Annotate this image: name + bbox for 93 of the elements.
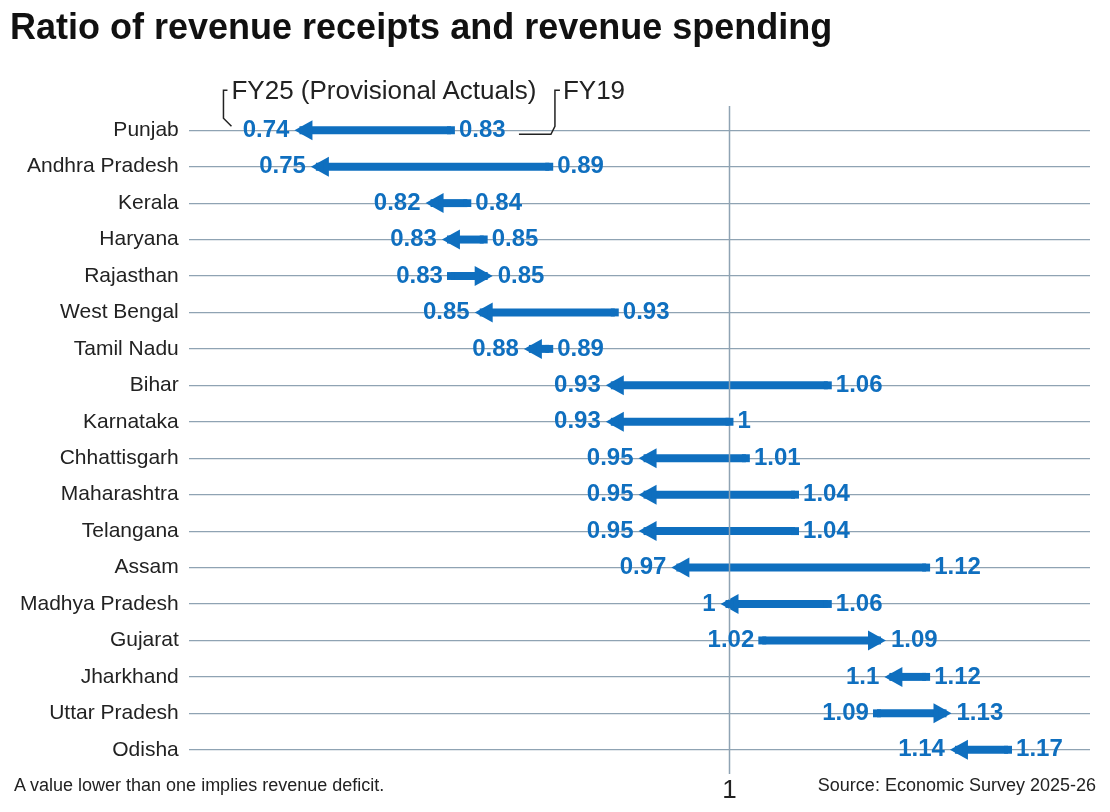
data-label: 0.74 <box>242 114 291 142</box>
data-label: 0.85 <box>497 260 545 288</box>
y-tick-label: Bihar <box>129 372 179 396</box>
point <box>791 490 800 499</box>
point <box>474 266 493 286</box>
point <box>610 308 619 317</box>
data-label: 1.12 <box>934 661 981 689</box>
point <box>1004 745 1013 754</box>
point <box>310 156 329 177</box>
y-tick-label: Assam <box>114 554 179 578</box>
point <box>463 199 472 208</box>
data-label: 1 <box>702 588 716 616</box>
data-label: 0.93 <box>622 297 670 325</box>
point <box>638 521 657 542</box>
point <box>605 375 624 396</box>
chart-title: Ratio of revenue receipts and revenue spending <box>10 6 833 48</box>
data-label: 1.09 <box>890 625 938 653</box>
point <box>741 454 750 463</box>
data-label: 0.75 <box>259 151 306 179</box>
point <box>922 563 931 572</box>
y-tick-label: Uttar Pradesh <box>49 700 179 724</box>
data-label: 0.88 <box>472 333 519 361</box>
point <box>479 235 488 244</box>
data-label: 1.14 <box>898 734 946 762</box>
point <box>758 636 767 645</box>
y-tick-label: Kerala <box>118 189 180 213</box>
data-label: 1.01 <box>753 442 801 470</box>
y-tick-label: Maharashtra <box>60 481 180 505</box>
data-label: 1.04 <box>803 479 851 507</box>
data-label: 0.93 <box>554 369 601 397</box>
data-label: 0.95 <box>586 515 634 543</box>
data-label: 0.89 <box>557 333 604 361</box>
point <box>446 126 455 135</box>
ref-line-label: 1 <box>722 774 737 805</box>
point <box>867 630 886 651</box>
y-tick-label: Gujarat <box>109 627 179 651</box>
y-tick-label: Telangana <box>81 517 180 541</box>
data-label: 0.95 <box>586 442 634 470</box>
data-label: 1.06 <box>835 369 883 397</box>
y-tick-label: Chhattisgarh <box>59 445 179 469</box>
text: A value lower than one implies revenue deficit. <box>14 775 385 796</box>
point <box>823 381 832 390</box>
point <box>523 338 542 359</box>
point <box>933 703 952 724</box>
data-label: 0.83 <box>458 114 506 142</box>
data-label: 1.13 <box>956 697 1004 725</box>
y-tick-label: Madhya Pradesh <box>20 590 179 614</box>
data-label: 1.1 <box>845 661 880 689</box>
data-label: 0.85 <box>422 297 470 325</box>
data-label: 1.17 <box>1016 734 1063 762</box>
y-tick-label: Karnataka <box>83 408 180 432</box>
point <box>545 162 554 171</box>
point <box>873 709 881 718</box>
text: FY19 <box>562 75 626 106</box>
point <box>884 666 903 687</box>
point <box>720 594 739 614</box>
data-label: 1.06 <box>835 588 883 616</box>
data-label: 1.04 <box>803 515 851 543</box>
data-label: 0.83 <box>390 224 437 252</box>
data-label: 0.85 <box>491 224 539 252</box>
point <box>545 344 554 353</box>
point <box>474 302 493 323</box>
y-tick-label: Haryana <box>99 226 180 250</box>
y-tick-label: West Bengal <box>60 299 179 323</box>
data-label: 0.82 <box>373 187 421 215</box>
point <box>949 739 968 760</box>
point <box>671 557 690 578</box>
data-label: 0.93 <box>554 406 601 434</box>
point <box>605 411 624 432</box>
source-note: Source: Economic Survey 2025-26 <box>817 775 1096 796</box>
point <box>294 120 313 141</box>
y-tick-label: Odisha <box>112 736 180 760</box>
point <box>638 484 657 505</box>
point <box>441 229 460 250</box>
y-tick-label: Jharkhand <box>80 663 179 687</box>
data-label: 1.12 <box>934 552 981 580</box>
point <box>638 448 657 469</box>
y-tick-label: Andhra Pradesh <box>26 153 179 177</box>
data-label: 1 <box>737 406 751 434</box>
point <box>425 193 444 214</box>
y-tick-label: Punjab <box>113 117 179 141</box>
data-label: 0.83 <box>396 260 443 288</box>
data-label: 0.89 <box>557 151 604 179</box>
data-label: 0.97 <box>619 552 667 580</box>
data-label: 1.02 <box>707 625 755 653</box>
y-tick-label: Rajasthan <box>84 262 179 286</box>
text: FY25 (Provisional Actuals) <box>231 75 537 106</box>
data-label: 0.84 <box>475 187 523 215</box>
y-tick-label: Tamil Nadu <box>73 335 179 359</box>
data-label: 1.09 <box>822 697 869 725</box>
point <box>922 672 931 681</box>
data-label: 0.95 <box>586 479 634 507</box>
point <box>791 527 800 536</box>
